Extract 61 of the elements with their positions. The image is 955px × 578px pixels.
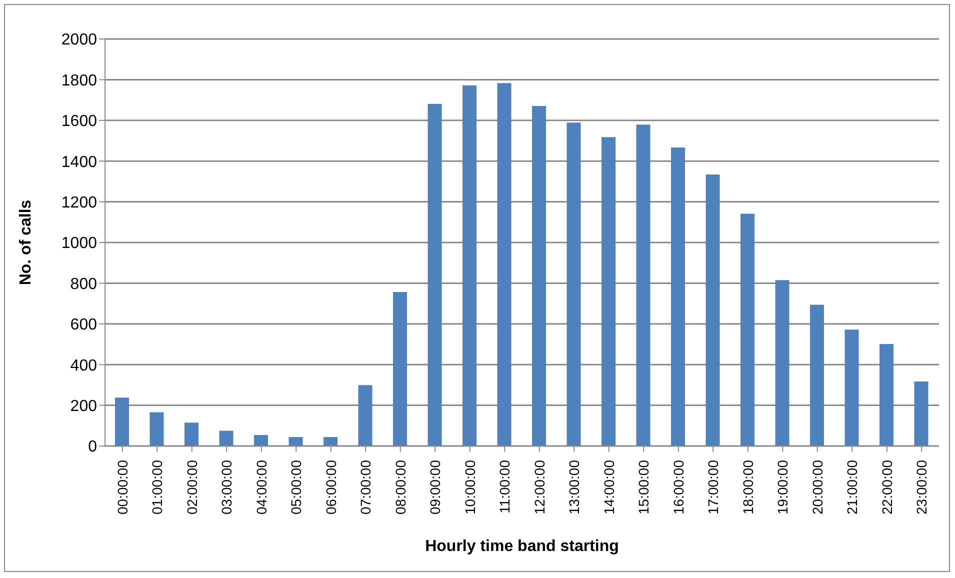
x-tick-label: 09:00:00 <box>427 460 444 514</box>
x-tick-label: 07:00:00 <box>358 460 374 514</box>
bar <box>393 292 407 446</box>
x-tick-label: 11:00:00 <box>496 460 513 514</box>
y-tick-label: 0 <box>88 438 98 456</box>
bar <box>532 106 546 446</box>
bar <box>150 412 164 446</box>
y-tick-label: 400 <box>70 357 98 374</box>
bar <box>844 330 859 446</box>
bar <box>219 430 234 446</box>
bar <box>324 437 338 446</box>
x-tick-label: 13:00:00 <box>566 460 582 514</box>
x-tick-label: 22:00:00 <box>878 460 895 514</box>
x-tick-label: 15:00:00 <box>636 460 652 514</box>
bar <box>775 280 790 446</box>
bar <box>740 214 754 446</box>
x-tick-label: 06:00:00 <box>322 460 339 514</box>
x-tick-label: 20:00:00 <box>809 460 826 514</box>
x-tick-label: 23:00:00 <box>914 460 930 514</box>
y-tick-label: 600 <box>70 316 98 334</box>
x-tick-label: 02:00:00 <box>184 460 200 514</box>
bar <box>914 381 928 446</box>
x-tick-label: 17:00:00 <box>705 460 722 514</box>
bar <box>671 147 685 446</box>
y-tick-label: 1800 <box>61 72 98 90</box>
x-tick-label: 04:00:00 <box>253 460 270 514</box>
bar <box>288 437 303 446</box>
bar <box>810 304 824 446</box>
y-tick-label: 1400 <box>61 154 98 171</box>
x-tick-label: 21:00:00 <box>844 460 860 514</box>
x-tick-label: 03:00:00 <box>218 460 235 514</box>
x-tick-label: 14:00:00 <box>600 460 617 514</box>
x-tick-label: 05:00:00 <box>288 460 304 514</box>
x-tick-label: 10:00:00 <box>462 460 478 514</box>
y-tick-label: 1000 <box>61 235 98 252</box>
y-tick-label: 2000 <box>61 32 98 49</box>
bar <box>880 344 894 446</box>
bar <box>602 137 616 446</box>
bar <box>358 385 372 446</box>
bar <box>428 104 442 446</box>
y-tick-label: 800 <box>70 276 98 293</box>
bar <box>566 122 581 446</box>
x-tick-label: 16:00:00 <box>670 460 686 514</box>
bar <box>636 124 650 446</box>
x-tick-label: 00:00:00 <box>114 460 130 514</box>
bar <box>115 398 129 446</box>
x-tick-label: 08:00:00 <box>392 460 408 514</box>
bar <box>462 85 476 446</box>
bar <box>184 422 198 446</box>
x-tick-label: 12:00:00 <box>531 460 548 514</box>
x-axis-title: Hourly time band starting <box>425 538 619 555</box>
x-tick-label: 01:00:00 <box>149 460 166 514</box>
y-tick-label: 200 <box>70 398 98 415</box>
y-tick-label: 1600 <box>61 113 98 130</box>
bar <box>497 83 512 446</box>
x-tick-label: 18:00:00 <box>740 460 756 514</box>
y-tick-label: 1200 <box>61 194 98 212</box>
x-tick-label: 19:00:00 <box>774 460 791 514</box>
bar <box>254 435 268 446</box>
y-axis-title: No. of calls <box>18 200 35 286</box>
bar <box>706 174 720 446</box>
